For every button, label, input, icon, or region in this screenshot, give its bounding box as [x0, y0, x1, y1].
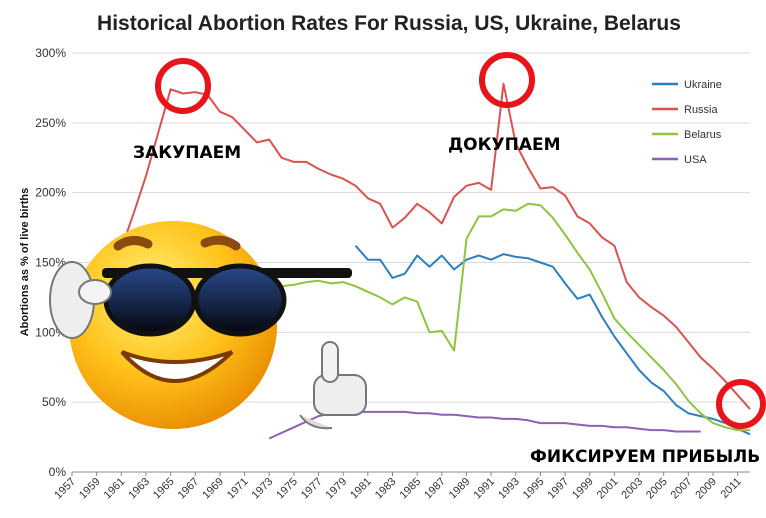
- x-tick-label: 1971: [225, 476, 251, 502]
- caption-rebuy: ДОКУПАЕМ: [448, 135, 561, 155]
- x-tick-label: 1997: [545, 476, 571, 502]
- x-tick-label: 1959: [77, 476, 103, 502]
- x-tick-label: 1973: [250, 476, 276, 502]
- x-tick-label: 2011: [719, 476, 744, 501]
- smiley-sunglasses-illustration: [49, 221, 367, 430]
- x-tick-label: 2007: [669, 476, 695, 502]
- x-tick-label: 2003: [619, 476, 645, 502]
- x-tick-label: 2005: [644, 476, 670, 502]
- x-tick-label: 1969: [200, 476, 226, 502]
- legend-label-usa: USA: [684, 154, 707, 166]
- x-tick-label: 1975: [274, 476, 300, 502]
- x-tick-label: 2001: [595, 476, 621, 502]
- smile-teeth: [120, 350, 234, 383]
- caption-buy: ЗАКУПАЕМ: [133, 143, 241, 163]
- highlight-circle-1992: [479, 52, 535, 108]
- highlight-circle-1965: [155, 58, 211, 114]
- y-axis-ticks: 0%50%100%150%200%250%300%: [35, 46, 66, 479]
- x-tick-label: 1965: [151, 476, 177, 502]
- eyebrow-right: [200, 235, 241, 251]
- x-tick-label: 1995: [521, 476, 547, 502]
- legend-label-belarus: Belarus: [684, 129, 722, 141]
- y-tick-label: 150%: [35, 256, 66, 270]
- x-tick-label: 1989: [447, 476, 473, 502]
- series-line-russia: [71, 82, 751, 410]
- x-tick-label: 1963: [126, 476, 152, 502]
- caption-profit: ФИКСИРУЕМ ПРИБЫЛЬ: [530, 447, 760, 467]
- legend-label-russia: Russia: [684, 104, 719, 116]
- y-tick-label: 300%: [35, 46, 66, 60]
- x-tick-label: 1981: [348, 476, 374, 502]
- x-tick-label: 1993: [496, 476, 522, 502]
- legend: Ukraine Russia Belarus USA: [652, 79, 722, 166]
- thumbs-up-hand-illustration: [299, 341, 367, 430]
- chart-title: Historical Abortion Rates For Russia, US…: [97, 12, 681, 35]
- x-tick-label: 1983: [373, 476, 399, 502]
- series-lines: [71, 82, 751, 440]
- x-tick-label: 1999: [570, 476, 596, 502]
- series-line-ukraine: [354, 245, 751, 436]
- eyebrow-left: [113, 236, 153, 251]
- y-tick-label: 200%: [35, 186, 66, 200]
- y-tick-label: 0%: [49, 465, 67, 479]
- x-tick-label: 2009: [693, 476, 719, 502]
- sunglasses-left-lens: [103, 263, 197, 337]
- x-tick-label: 1957: [52, 476, 78, 502]
- x-tick-label: 1967: [176, 476, 202, 502]
- hand-left-illustration: [49, 261, 112, 339]
- y-tick-label: 250%: [35, 116, 66, 130]
- x-tick-label: 1987: [422, 476, 448, 502]
- x-axis-ticks: 1957195919611963196519671969197119731975…: [52, 472, 744, 502]
- highlight-circle-2012: [716, 379, 766, 429]
- x-tick-label: 1985: [397, 476, 423, 502]
- y-tick-label: 50%: [42, 395, 66, 409]
- x-tick-label: 1979: [324, 476, 350, 502]
- y-axis-label: Abortions as % of live births: [19, 188, 31, 337]
- legend-label-ukraine: Ukraine: [684, 79, 722, 91]
- x-tick-label: 1991: [471, 476, 497, 502]
- x-tick-label: 1977: [299, 476, 325, 502]
- x-tick-label: 1961: [102, 476, 128, 502]
- sunglasses-right-lens: [193, 263, 287, 337]
